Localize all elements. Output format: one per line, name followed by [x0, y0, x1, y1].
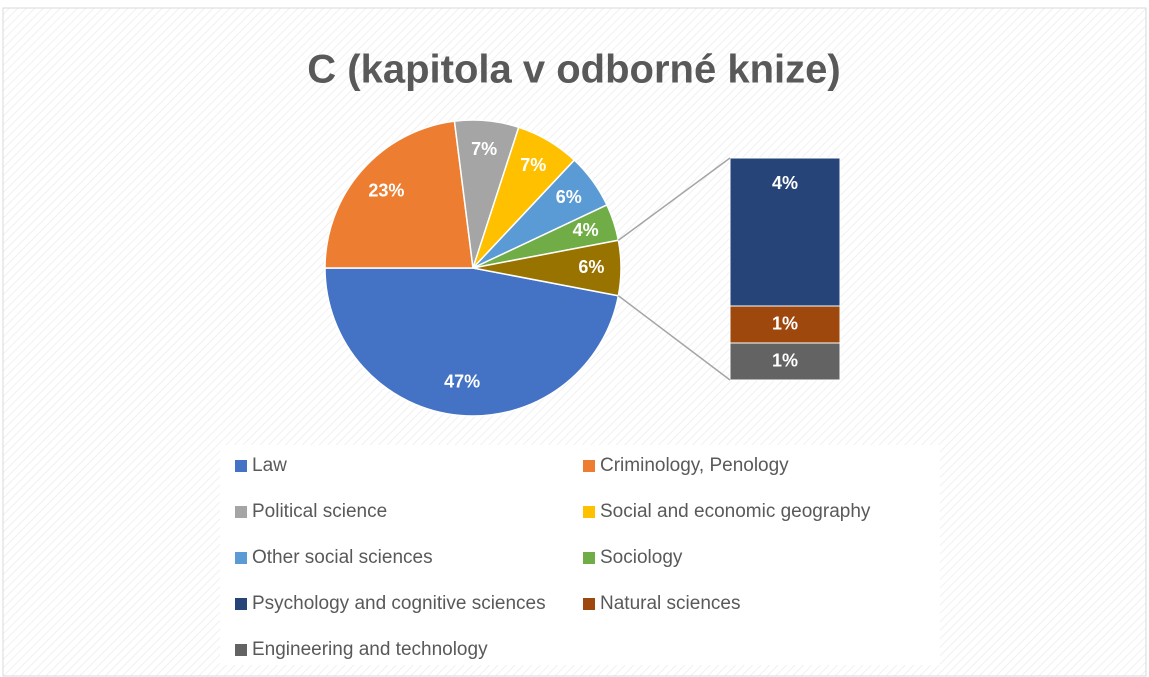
legend-swatch: [583, 460, 595, 472]
legend-swatch: [583, 552, 595, 564]
legend-swatch: [235, 552, 247, 564]
data-label: 1%: [772, 350, 798, 370]
data-label: 7%: [520, 155, 546, 175]
pie-slice: [324, 267, 620, 417]
bar-segment: [729, 305, 841, 344]
connector-line: [617, 157, 731, 241]
legend-swatch: [583, 598, 595, 610]
legend-swatch: [583, 506, 595, 518]
pie-slice: [324, 120, 474, 269]
data-label: 4%: [573, 220, 599, 240]
chart-title: C (kapitola v odborné knize): [307, 48, 840, 92]
data-label: 6%: [578, 257, 604, 277]
data-label: 6%: [556, 187, 582, 207]
legend-label: Political science: [252, 501, 387, 522]
legend-label: Criminology, Penology: [600, 455, 789, 476]
legend-swatch: [235, 644, 247, 656]
legend-box: [220, 445, 940, 665]
connector-line: [617, 295, 731, 381]
legend-label: Law: [252, 455, 287, 476]
bar-segment: [729, 342, 841, 381]
data-label: 23%: [368, 180, 404, 200]
legend-label: Social and economic geography: [600, 501, 871, 522]
legend-label: Other social sciences: [252, 547, 433, 568]
data-label: 4%: [772, 173, 798, 193]
data-label: 7%: [471, 139, 497, 159]
legend-label: Natural sciences: [600, 593, 740, 614]
pie-slice: [472, 239, 622, 297]
legend-swatch: [235, 460, 247, 472]
legend-swatch: [235, 598, 247, 610]
legend-label: Psychology and cognitive sciences: [252, 593, 546, 614]
legend-label: Sociology: [600, 547, 683, 568]
bar-segment: [729, 157, 841, 307]
data-label: 1%: [772, 313, 798, 333]
data-label: 47%: [444, 372, 480, 392]
legend-swatch: [235, 506, 247, 518]
legend-label: Engineering and technology: [252, 639, 488, 660]
